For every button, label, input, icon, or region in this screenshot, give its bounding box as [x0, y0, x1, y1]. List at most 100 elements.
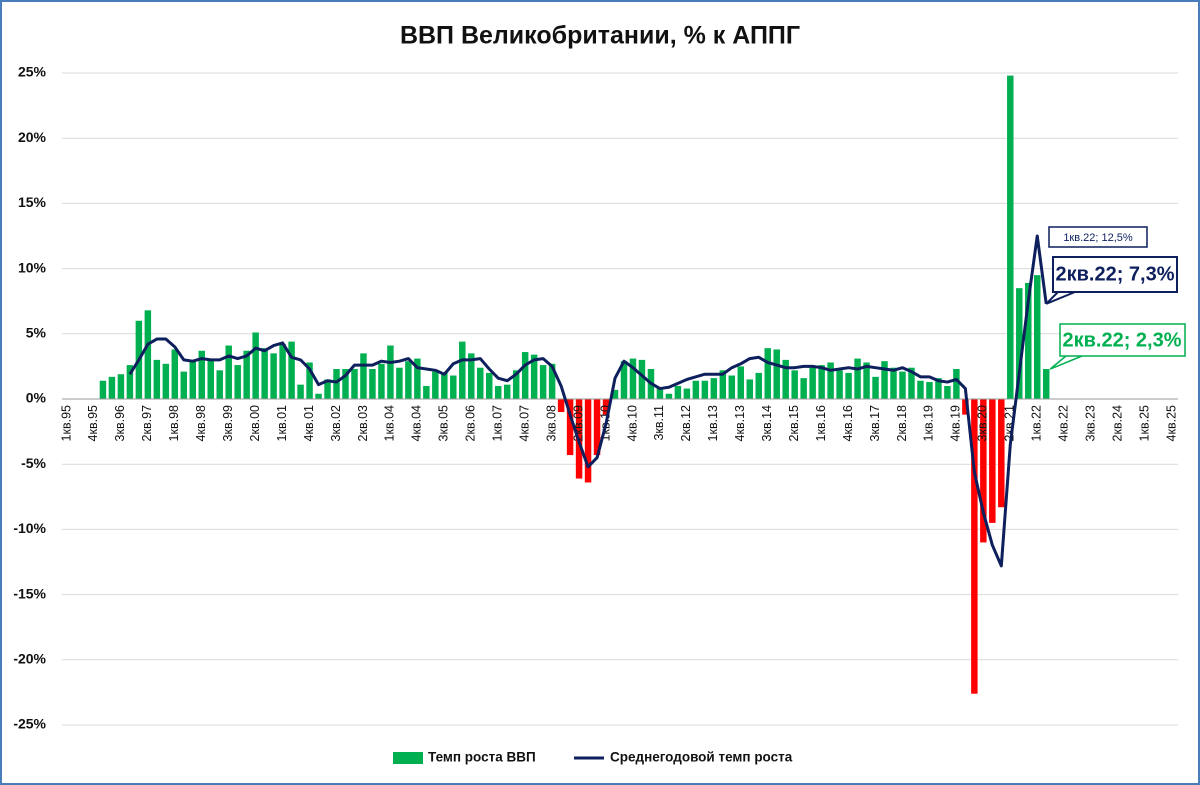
bar: [297, 384, 304, 399]
y-tick-label: -15%: [13, 585, 46, 601]
x-tick-label: 4кв.25: [1164, 405, 1178, 441]
bar: [324, 379, 331, 399]
bar: [494, 385, 502, 399]
y-tick-label: 10%: [18, 259, 47, 275]
y-tick-label: 20%: [18, 129, 47, 145]
annotation-text: 1кв.22; 12,5%: [1063, 232, 1133, 244]
x-tick-label: 3кв.17: [868, 405, 882, 441]
x-tick-label: 4кв.01: [302, 405, 316, 441]
bar: [503, 384, 511, 399]
bar: [530, 354, 538, 399]
bar: [665, 393, 673, 399]
bar: [99, 380, 107, 399]
bar: [486, 372, 493, 399]
y-tick-label: 0%: [26, 390, 47, 406]
bar: [926, 382, 933, 399]
bar: [117, 374, 125, 399]
x-tick-label: 4кв.98: [194, 405, 208, 441]
y-tick-label: -25%: [13, 716, 46, 732]
bar: [126, 365, 134, 399]
bar: [468, 353, 475, 399]
y-tick-label: 25%: [18, 64, 47, 80]
annotation: 2кв.22; 2,3%: [1049, 323, 1186, 370]
bar: [728, 375, 736, 399]
bar: [405, 361, 412, 399]
bar: [548, 363, 556, 399]
bar: [917, 380, 924, 399]
bar: [512, 370, 520, 399]
x-tick-label: 2кв.18: [895, 405, 909, 441]
bar: [288, 341, 295, 399]
x-tick-label: 4кв.95: [86, 405, 100, 441]
bar: [279, 344, 286, 399]
bar: [414, 358, 421, 399]
bar: [477, 367, 484, 399]
x-tick-label: 1кв.16: [814, 405, 828, 441]
y-tick-label: 15%: [18, 194, 47, 210]
x-tick-label: 1кв.04: [383, 405, 397, 441]
x-tick-label: 3кв.08: [544, 405, 558, 441]
bar: [1042, 369, 1050, 399]
bar: [153, 359, 161, 399]
bar: [198, 350, 205, 399]
bar: [252, 332, 259, 399]
bar: [899, 371, 906, 399]
x-tick-label: 1кв.95: [59, 405, 73, 441]
bar: [396, 367, 403, 399]
x-tick-label: 1кв.01: [275, 405, 289, 441]
annotation-pointer: [1049, 355, 1083, 370]
annotation-box: [1059, 323, 1186, 357]
legend: Темп роста ВВП Среднегодовой темп роста: [393, 750, 793, 765]
bar: [719, 370, 727, 399]
bar: [1034, 275, 1041, 399]
y-tick-label: -5%: [21, 455, 46, 471]
bar: [620, 361, 628, 399]
bar: [629, 358, 637, 399]
x-tick-label: 1кв.13: [706, 405, 720, 441]
bar: [450, 375, 457, 399]
bar: [710, 378, 718, 399]
bar: [962, 399, 969, 415]
bar: [863, 362, 870, 399]
x-tick-label: 4кв.07: [517, 405, 531, 441]
x-tick-label: 2кв.03: [356, 405, 370, 441]
bar: [1007, 75, 1014, 399]
bar: [764, 348, 771, 399]
legend-label: Среднегодовой темп роста: [610, 750, 793, 765]
x-tick-label: 3кв.23: [1083, 405, 1097, 441]
bar: [189, 361, 197, 399]
bar: [746, 379, 753, 399]
y-tick-label: -10%: [13, 520, 46, 536]
bar: [755, 372, 762, 399]
bar: [306, 362, 313, 399]
bar: [521, 352, 529, 399]
bar: [243, 350, 250, 399]
bar: [584, 399, 592, 483]
x-tick-label: 1кв.07: [491, 405, 505, 441]
bar: [692, 380, 700, 399]
bar: [611, 389, 619, 399]
bar: [234, 365, 241, 399]
bar: [593, 399, 601, 456]
bar: [423, 385, 430, 399]
bar: [441, 372, 448, 399]
bar: [980, 399, 987, 543]
bar: [459, 341, 466, 399]
bar: [881, 361, 888, 399]
bar: [1025, 282, 1032, 399]
annotation-box: [1048, 226, 1148, 248]
x-tick-label: 4кв.10: [625, 405, 639, 441]
bar: [378, 363, 385, 399]
bar: [845, 372, 852, 399]
bar: [1016, 288, 1023, 399]
x-tick-label: 4кв.13: [733, 405, 747, 441]
bar: [791, 370, 798, 399]
y-tick-label: -20%: [13, 651, 46, 667]
bar: [261, 348, 268, 399]
bar: [180, 371, 188, 399]
x-tick-label: 2кв.24: [1110, 405, 1124, 441]
bar: [602, 399, 610, 415]
x-tick-label: 1кв.22: [1030, 405, 1044, 441]
bar: [351, 369, 358, 399]
bar: [144, 310, 152, 399]
